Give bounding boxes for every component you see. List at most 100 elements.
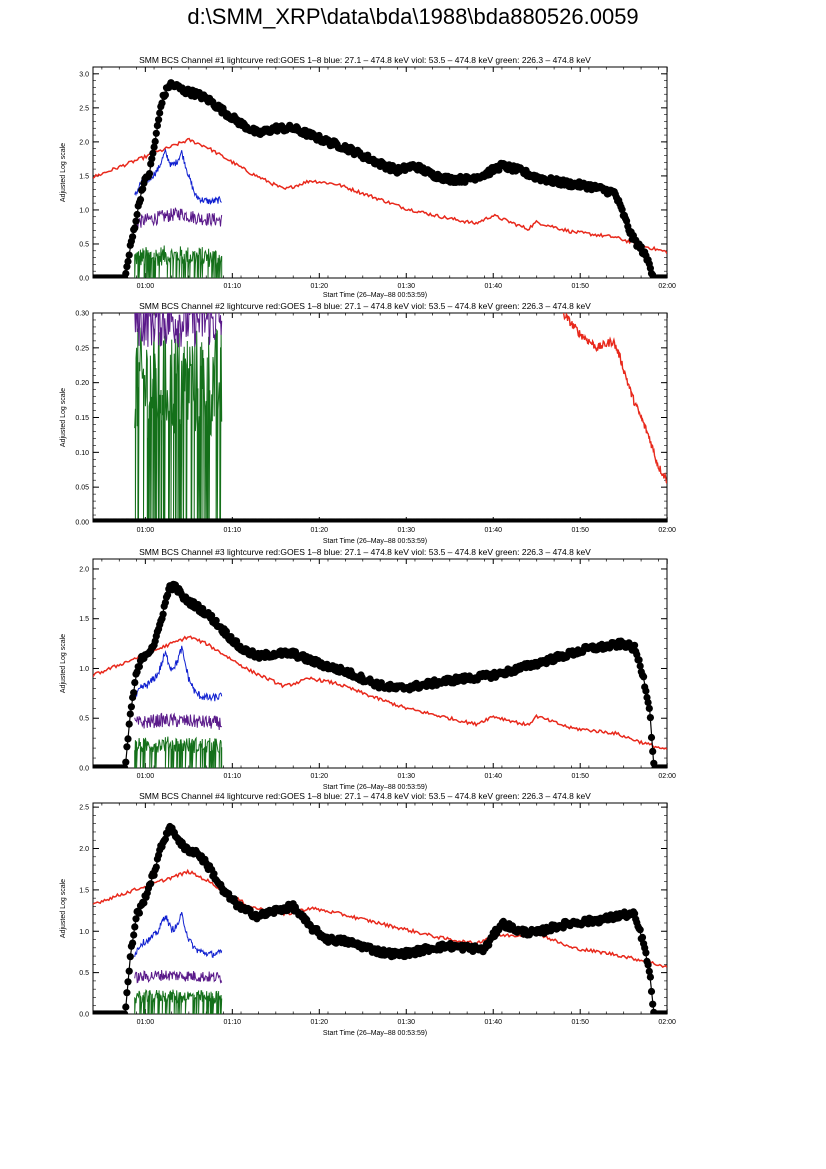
bcs-data-point	[208, 611, 216, 620]
bcs-data-point	[152, 129, 160, 137]
series-violet-line	[134, 207, 223, 228]
x-tick-label: 01:00	[137, 283, 155, 290]
bcs-data-point	[136, 196, 145, 204]
series-blue-line	[134, 911, 223, 958]
bcs-data-point	[124, 735, 132, 743]
y-axis-label: Adjusted Log scale	[60, 143, 67, 202]
x-tick-label: 01:50	[571, 773, 589, 780]
x-tick-label: 01:00	[137, 773, 155, 780]
y-tick-label: 1.5	[79, 173, 89, 180]
x-tick-label: 01:30	[397, 527, 415, 534]
plot-area	[93, 580, 667, 768]
x-tick-label: 01:20	[311, 1019, 329, 1026]
y-tick-label: 1.5	[79, 887, 89, 894]
plot-area	[93, 822, 667, 1014]
x-tick-label: 01:30	[397, 283, 415, 290]
series-blue-line	[134, 645, 223, 702]
x-tick-label: 02:00	[658, 773, 676, 780]
bcs-data-point	[649, 1000, 657, 1008]
y-tick-label: 0.05	[75, 485, 89, 492]
bcs-data-point	[153, 122, 161, 130]
x-axis-label: Start Time (26–May–88 00:53:59)	[323, 784, 427, 791]
series-goes-line	[93, 868, 667, 969]
bcs-data-point	[124, 978, 132, 986]
x-tick-label: 01:00	[137, 527, 155, 534]
plot-area	[93, 313, 667, 522]
chart-title: SMM BCS Channel #1 lightcurve red:GOES 1…	[139, 55, 591, 65]
bcs-data-point	[644, 698, 652, 707]
bcs-data-point	[636, 662, 644, 670]
x-tick-label: 01:20	[311, 527, 329, 534]
y-tick-label: 1.0	[79, 207, 89, 214]
bcs-data-point	[126, 710, 134, 718]
bcs-data-point	[147, 880, 155, 888]
y-tick-label: 2.0	[79, 566, 89, 573]
y-tick-label: 0.0	[79, 1012, 89, 1019]
x-tick-label: 01:30	[397, 773, 415, 780]
bcs-data-point	[212, 616, 220, 625]
chart-title: SMM BCS Channel #4 lightcurve red:GOES 1…	[139, 791, 591, 801]
bcs-data-point	[129, 233, 137, 241]
bcs-data-point	[647, 733, 656, 742]
y-tick-label: 0.00	[75, 520, 89, 527]
series-violet-line	[134, 712, 223, 731]
series-green-line	[134, 327, 223, 522]
bcs-data-point	[635, 656, 643, 664]
chart-panel-2: SMM BCS Channel #2 lightcurve red:GOES 1…	[60, 301, 676, 545]
bcs-data-point	[122, 1003, 130, 1011]
y-axis-label: Adjusted Log scale	[60, 879, 67, 938]
x-tick-label: 01:40	[484, 1019, 502, 1026]
bcs-data-point	[662, 274, 667, 278]
bcs-data-point	[124, 257, 132, 266]
series-violet-line	[134, 313, 223, 348]
bcs-data-point	[646, 714, 655, 722]
series-violet-line	[134, 969, 223, 984]
x-tick-label: 01:10	[224, 773, 242, 780]
y-tick-label: 0.25	[75, 345, 89, 352]
y-tick-label: 1.0	[79, 666, 89, 673]
bcs-data-point	[649, 747, 657, 756]
x-tick-label: 01:40	[484, 527, 502, 534]
bcs-data-point	[151, 137, 159, 146]
y-tick-label: 2.5	[79, 805, 89, 812]
x-tick-label: 02:00	[658, 283, 676, 290]
bcs-data-point	[618, 206, 626, 214]
bcs-data-point	[135, 663, 143, 671]
y-tick-label: 0.5	[79, 716, 89, 723]
chart-panel-1: SMM BCS Channel #1 lightcurve red:GOES 1…	[60, 55, 676, 299]
x-tick-label: 01:10	[224, 1019, 242, 1026]
plot-area	[93, 79, 667, 278]
bcs-data-point	[145, 170, 154, 178]
bcs-data-point	[126, 953, 134, 961]
x-tick-label: 01:50	[571, 1019, 589, 1026]
bcs-data-point	[150, 871, 158, 879]
page-title: d:\SMM_XRP\data\bda\1988\bda880526.0059	[187, 4, 639, 29]
series-goes-line	[93, 635, 667, 750]
bcs-data-point	[642, 687, 650, 695]
x-tick-label: 01:50	[571, 283, 589, 290]
y-tick-label: 1.5	[79, 616, 89, 623]
y-tick-label: 0.30	[75, 311, 89, 318]
bcs-data-point	[122, 758, 130, 766]
bcs-data-point	[637, 243, 645, 251]
bcs-data-point	[638, 933, 647, 942]
bcs-data-point	[123, 989, 131, 997]
bcs-data-point	[123, 743, 131, 751]
bcs-data-point	[161, 91, 169, 99]
x-axis-label: Start Time (26–May–88 00:53:59)	[323, 538, 427, 545]
series-bcs-line	[93, 586, 667, 768]
chart-title: SMM BCS Channel #2 lightcurve red:GOES 1…	[139, 301, 591, 311]
bcs-data-point	[662, 764, 667, 768]
plot-frame	[92, 66, 668, 279]
bcs-data-point	[161, 599, 169, 607]
x-tick-label: 01:50	[571, 527, 589, 534]
plot-frame	[92, 802, 668, 1015]
x-tick-label: 02:00	[658, 1019, 676, 1026]
bcs-data-point	[121, 1010, 129, 1014]
bcs-data-point	[131, 679, 139, 687]
y-tick-label: 1.0	[79, 929, 89, 936]
bcs-data-point	[125, 720, 133, 728]
bcs-data-point	[642, 949, 650, 957]
y-tick-label: 2.0	[79, 846, 89, 853]
y-tick-label: 0.15	[75, 415, 89, 422]
